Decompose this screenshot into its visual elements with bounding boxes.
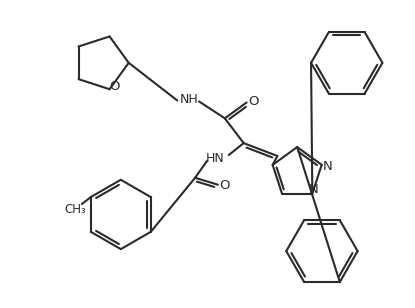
- Text: O: O: [109, 80, 120, 93]
- Text: N: N: [308, 183, 318, 196]
- Text: N: N: [323, 160, 332, 173]
- Text: NH: NH: [180, 93, 198, 106]
- Text: O: O: [248, 95, 259, 108]
- Text: O: O: [220, 179, 230, 192]
- Text: HN: HN: [205, 152, 224, 165]
- Text: CH₃: CH₃: [64, 204, 86, 217]
